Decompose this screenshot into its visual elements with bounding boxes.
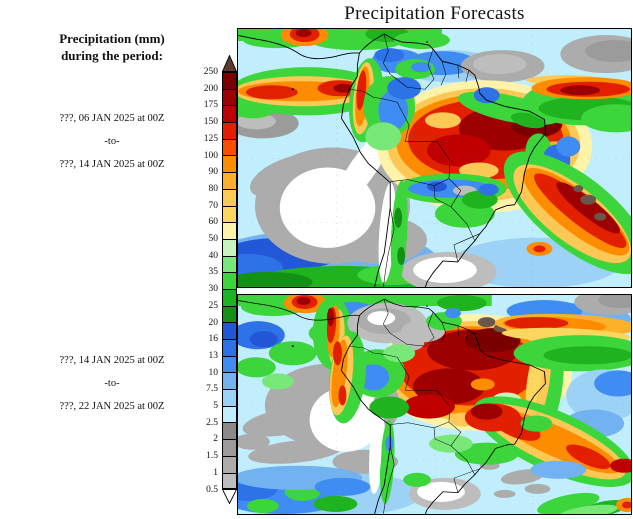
colorbar-level-label: 0.5 bbox=[206, 484, 218, 495]
map1-precip-field bbox=[238, 29, 631, 287]
colorbar-cell bbox=[222, 389, 237, 406]
precip-map-period-2 bbox=[237, 294, 632, 515]
colorbar-level-label: 1 bbox=[213, 467, 218, 478]
page-title: Precipitation Forecasts bbox=[344, 3, 525, 24]
legend-header: Precipitation (mm) during the period: bbox=[0, 30, 224, 64]
map1-country-borders bbox=[349, 34, 480, 287]
colorbar-cell bbox=[222, 272, 237, 289]
colorbar-cell bbox=[222, 372, 237, 390]
colorbar-cell bbox=[222, 238, 237, 256]
colorbar-cell bbox=[222, 72, 237, 89]
period2-start: ???, 14 JAN 2025 at 00Z bbox=[59, 355, 165, 366]
map2-precip-field bbox=[238, 295, 631, 514]
colorbar-cell bbox=[222, 405, 237, 423]
colorbar-level-label: 35 bbox=[208, 267, 219, 278]
precip-map-2-image bbox=[238, 295, 631, 514]
colorbar-cell bbox=[222, 138, 237, 156]
colorbar-cell bbox=[222, 422, 237, 440]
colorbar-level-label: 5 bbox=[213, 400, 218, 411]
colorbar-level-label: 90 bbox=[208, 166, 219, 177]
colorbar-level-label: 40 bbox=[208, 250, 219, 261]
legend-header-line2: during the period: bbox=[61, 48, 163, 63]
colorbar-cell bbox=[222, 439, 237, 456]
colorbar-level-label: 25 bbox=[208, 300, 219, 311]
colorbar-level-label: 100 bbox=[203, 150, 218, 161]
colorbar-cell bbox=[222, 105, 237, 123]
colorbar-level-label: 125 bbox=[203, 133, 218, 144]
colorbar-cell bbox=[222, 255, 237, 273]
colorbar-cell bbox=[222, 305, 237, 323]
colorbar-level-label: 13 bbox=[208, 350, 219, 361]
period1-start: ???, 06 JAN 2025 at 00Z bbox=[59, 113, 165, 124]
colorbar-level-label: 2.5 bbox=[206, 417, 218, 428]
colorbar-level-label: 175 bbox=[203, 100, 218, 111]
colorbar-cell bbox=[222, 288, 237, 306]
colorbar-level-label: 30 bbox=[208, 283, 219, 294]
colorbar: 250 200 175 150 125 100 90 80 70 60 50 40 35 30 25 20 16… bbox=[204, 55, 237, 505]
map1-coastlines bbox=[238, 33, 546, 287]
colorbar-cell bbox=[222, 188, 237, 206]
period2-end: ???, 22 JAN 2025 at 00Z bbox=[59, 401, 165, 412]
period1-end: ???, 14 JAN 2025 at 00Z bbox=[59, 159, 165, 170]
colorbar-level-label: 1.5 bbox=[206, 450, 218, 461]
colorbar-cell bbox=[222, 222, 237, 239]
forecast-period-2: ???, 14 JAN 2025 at 00Z -to- ???, 22 JAN… bbox=[0, 349, 224, 418]
colorbar-level-label: 16 bbox=[208, 333, 219, 344]
map1-latlon-grid bbox=[238, 29, 631, 287]
colorbar-level-label: 70 bbox=[208, 200, 219, 211]
colorbar-level-label: 250 bbox=[203, 66, 218, 77]
period1-separator: -to- bbox=[104, 136, 120, 147]
colorbar-cell bbox=[222, 339, 237, 356]
colorbar-cell bbox=[222, 355, 237, 373]
colorbar-level-label: 60 bbox=[208, 217, 219, 228]
colorbar-cell bbox=[222, 322, 237, 339]
colorbar-level-label: 200 bbox=[203, 83, 218, 94]
colorbar-cell bbox=[222, 88, 237, 106]
period2-separator: -to- bbox=[104, 378, 120, 389]
colorbar-cell bbox=[222, 455, 237, 473]
colorbar-level-label: 80 bbox=[208, 183, 219, 194]
colorbar-cells bbox=[222, 72, 237, 490]
colorbar-cell bbox=[222, 155, 237, 173]
colorbar-level-label: 20 bbox=[208, 317, 219, 328]
forecast-period-1: ???, 06 JAN 2025 at 00Z -to- ???, 14 JAN… bbox=[0, 107, 224, 176]
colorbar-level-label: 150 bbox=[203, 116, 218, 127]
precip-map-period-1 bbox=[237, 28, 632, 288]
colorbar-arrow-down-icon bbox=[222, 489, 237, 505]
colorbar-arrow-up-icon bbox=[222, 55, 237, 72]
colorbar-cell bbox=[222, 172, 237, 189]
legend-header-line1: Precipitation (mm) bbox=[59, 31, 165, 46]
precip-map-1-image bbox=[238, 29, 631, 287]
map2-coastlines bbox=[238, 298, 546, 514]
map2-country-borders bbox=[349, 300, 480, 514]
colorbar-level-label: 50 bbox=[208, 233, 219, 244]
colorbar-level-label: 2 bbox=[213, 434, 218, 445]
colorbar-level-label: 7.5 bbox=[206, 384, 218, 395]
colorbar-cell bbox=[222, 472, 237, 490]
colorbar-cell bbox=[222, 122, 237, 139]
colorbar-level-label: 10 bbox=[208, 367, 219, 378]
colorbar-cell bbox=[222, 205, 237, 223]
